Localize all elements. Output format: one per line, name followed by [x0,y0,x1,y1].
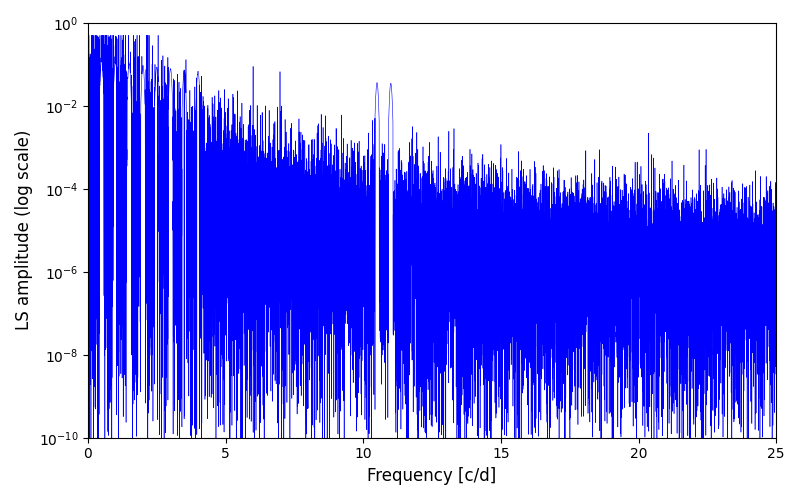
Y-axis label: LS amplitude (log scale): LS amplitude (log scale) [15,130,33,330]
X-axis label: Frequency [c/d]: Frequency [c/d] [367,467,497,485]
